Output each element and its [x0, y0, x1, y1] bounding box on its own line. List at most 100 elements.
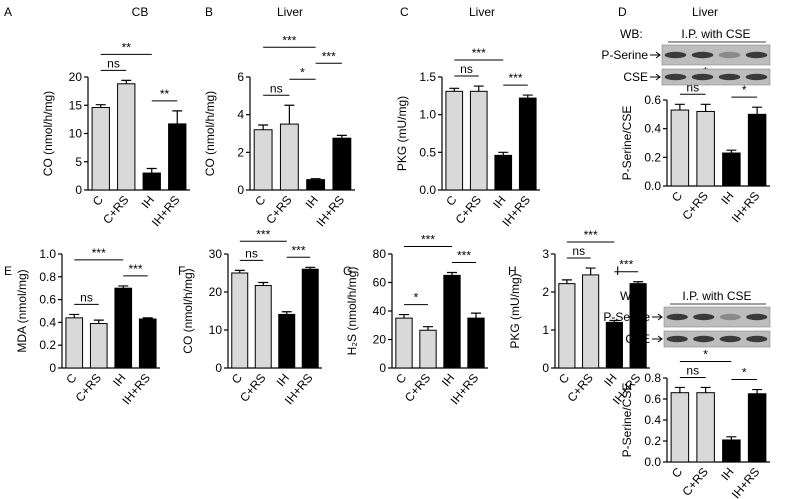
significance-label: ns [686, 363, 699, 377]
y-tick-label: 1 [542, 323, 549, 337]
y-tick-label: 0.8 [644, 371, 661, 385]
y-tick-label: 0.2 [39, 338, 56, 352]
error-bar [172, 110, 183, 124]
error-bar [310, 178, 321, 180]
error-bar [700, 103, 711, 112]
blot-arrow [650, 73, 661, 81]
x-tick-label: IH+RS [149, 193, 183, 229]
blot-arrow [650, 51, 661, 59]
blot-band [746, 313, 768, 321]
x-tick-label: C+RS [263, 193, 295, 227]
error-bar [700, 386, 711, 393]
panel-letter: H [508, 264, 517, 278]
bar [605, 321, 623, 369]
panel-letter: C [400, 5, 409, 19]
y-tick-label: 10 [69, 127, 83, 141]
y-tick-label: 20 [209, 285, 223, 299]
x-tick-label: IH+RS [119, 371, 153, 407]
x-tick-label: C [229, 371, 246, 387]
significance-label: *** [457, 249, 471, 263]
x-tick-label: IH+RS [314, 193, 348, 229]
y-axis-label: PKG (mU/mg) [395, 96, 409, 171]
error-bar [146, 167, 157, 174]
y-tick-label: 0.6 [39, 293, 56, 307]
x-tick-label: C [669, 465, 686, 481]
y-tick-label: 4 [237, 108, 244, 122]
x-tick-label: IH [110, 371, 128, 389]
blot-row-label: P-Serine [601, 48, 648, 62]
x-tick-label: IH [439, 371, 457, 389]
y-tick-label: 0 [75, 183, 82, 197]
x-tick-label: C+RS [453, 193, 485, 227]
error-bar [726, 149, 737, 154]
bar [168, 123, 187, 191]
error-bar [447, 271, 457, 276]
y-tick-label: 0 [215, 361, 222, 375]
x-tick-label: IH [718, 465, 736, 483]
y-axis-label: CO (nmol/h/mg) [41, 91, 55, 176]
blot-label: WB: [620, 289, 643, 303]
y-tick-label: 60 [373, 276, 387, 290]
error-bar [258, 281, 269, 286]
panel-letter: B [205, 5, 213, 19]
y-tick-label: 0 [49, 361, 56, 375]
y-tick-label: 0.4 [644, 122, 661, 136]
blot-band [691, 73, 714, 81]
blot-strip [661, 68, 771, 86]
bar [231, 272, 249, 369]
significance-label: * [703, 347, 708, 361]
y-tick-label: 0.0 [644, 179, 661, 193]
significance-label: *** [421, 233, 435, 247]
bar [747, 393, 767, 463]
y-tick-label: 0 [379, 361, 386, 375]
panel-letter: G [343, 264, 352, 278]
x-tick-label: C [63, 371, 80, 387]
blot-band [719, 335, 741, 343]
error-bar [609, 319, 620, 323]
y-tick-label: 15 [69, 98, 83, 112]
significance-label: *** [472, 46, 486, 60]
bar [301, 268, 319, 369]
blot-band [746, 335, 768, 343]
error-bar [284, 104, 295, 125]
y-tick-label: 0.4 [39, 315, 56, 329]
y-tick-label: 3 [542, 247, 549, 261]
panel-title: Liver [692, 5, 718, 19]
blot-band [745, 51, 768, 59]
significance-label: *** [128, 262, 142, 276]
significance-label: ** [160, 87, 170, 101]
y-axis-label: P-Serine/CSE [620, 383, 634, 458]
bar [91, 107, 110, 191]
error-bar [69, 313, 80, 318]
x-tick-label: C [393, 371, 410, 387]
blot-strip [663, 306, 771, 328]
bar [117, 83, 136, 191]
bar [722, 439, 741, 463]
error-bar [258, 124, 269, 130]
blot-band [693, 313, 715, 321]
bar [306, 179, 326, 191]
error-bar [585, 267, 596, 275]
error-bar [473, 85, 484, 92]
significance-label: ** [122, 40, 132, 54]
y-tick-label: 1.0 [39, 247, 56, 261]
y-tick-label: 0.2 [644, 150, 661, 164]
y-tick-label: 0 [237, 183, 244, 197]
x-tick-label: C+RS [237, 371, 269, 405]
bar [254, 285, 272, 369]
error-bar [121, 79, 132, 84]
y-tick-label: 2 [237, 145, 244, 159]
error-bar [336, 134, 347, 139]
error-bar [449, 87, 460, 92]
bar [395, 317, 413, 369]
bar [419, 329, 437, 369]
blot-header: I.P. with CSE [681, 27, 750, 41]
y-tick-label: 20 [69, 70, 83, 84]
y-axis-label: PKG (mU/mg) [508, 273, 522, 348]
bar [670, 109, 690, 187]
blot-band [664, 73, 687, 81]
error-bar [752, 388, 763, 394]
